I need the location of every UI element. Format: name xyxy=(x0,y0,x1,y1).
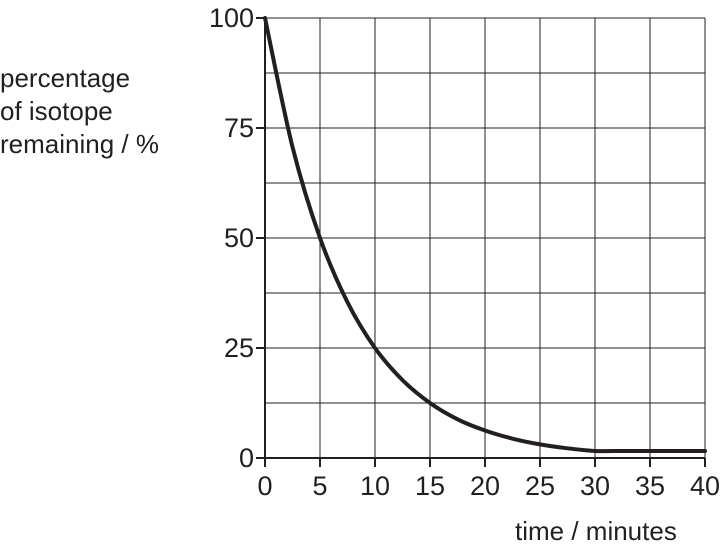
x-tick-label: 25 xyxy=(525,471,555,501)
x-tick-label: 35 xyxy=(635,471,665,501)
y-axis-label-line-2: of isotope xyxy=(0,96,113,126)
x-tick-label: 10 xyxy=(360,471,390,501)
x-tick-label: 0 xyxy=(257,471,272,501)
y-axis-label-line-3: remaining / % xyxy=(0,129,159,159)
ticks: 0 25 50 75 100 0 5 10 15 20 25 30 35 40 xyxy=(209,3,720,501)
y-axis-label-line-1: percentage xyxy=(0,63,131,93)
x-tick-label: 40 xyxy=(690,471,720,501)
y-tick-label: 50 xyxy=(224,223,254,253)
x-tick-label: 5 xyxy=(312,471,327,501)
grid xyxy=(265,17,706,458)
y-tick-label: 25 xyxy=(224,333,254,363)
x-axis-label: time / minutes xyxy=(515,516,677,546)
y-tick-label: 0 xyxy=(239,443,254,473)
series-layer xyxy=(263,16,707,454)
x-tick-label: 15 xyxy=(415,471,445,501)
y-tick-label: 100 xyxy=(209,3,254,33)
decay-curve xyxy=(263,16,707,454)
y-tick-label: 75 xyxy=(224,113,254,143)
x-tick-label: 20 xyxy=(470,471,500,501)
y-axis-label: percentage of isotope remaining / % xyxy=(0,62,190,161)
x-tick-label: 30 xyxy=(580,471,610,501)
